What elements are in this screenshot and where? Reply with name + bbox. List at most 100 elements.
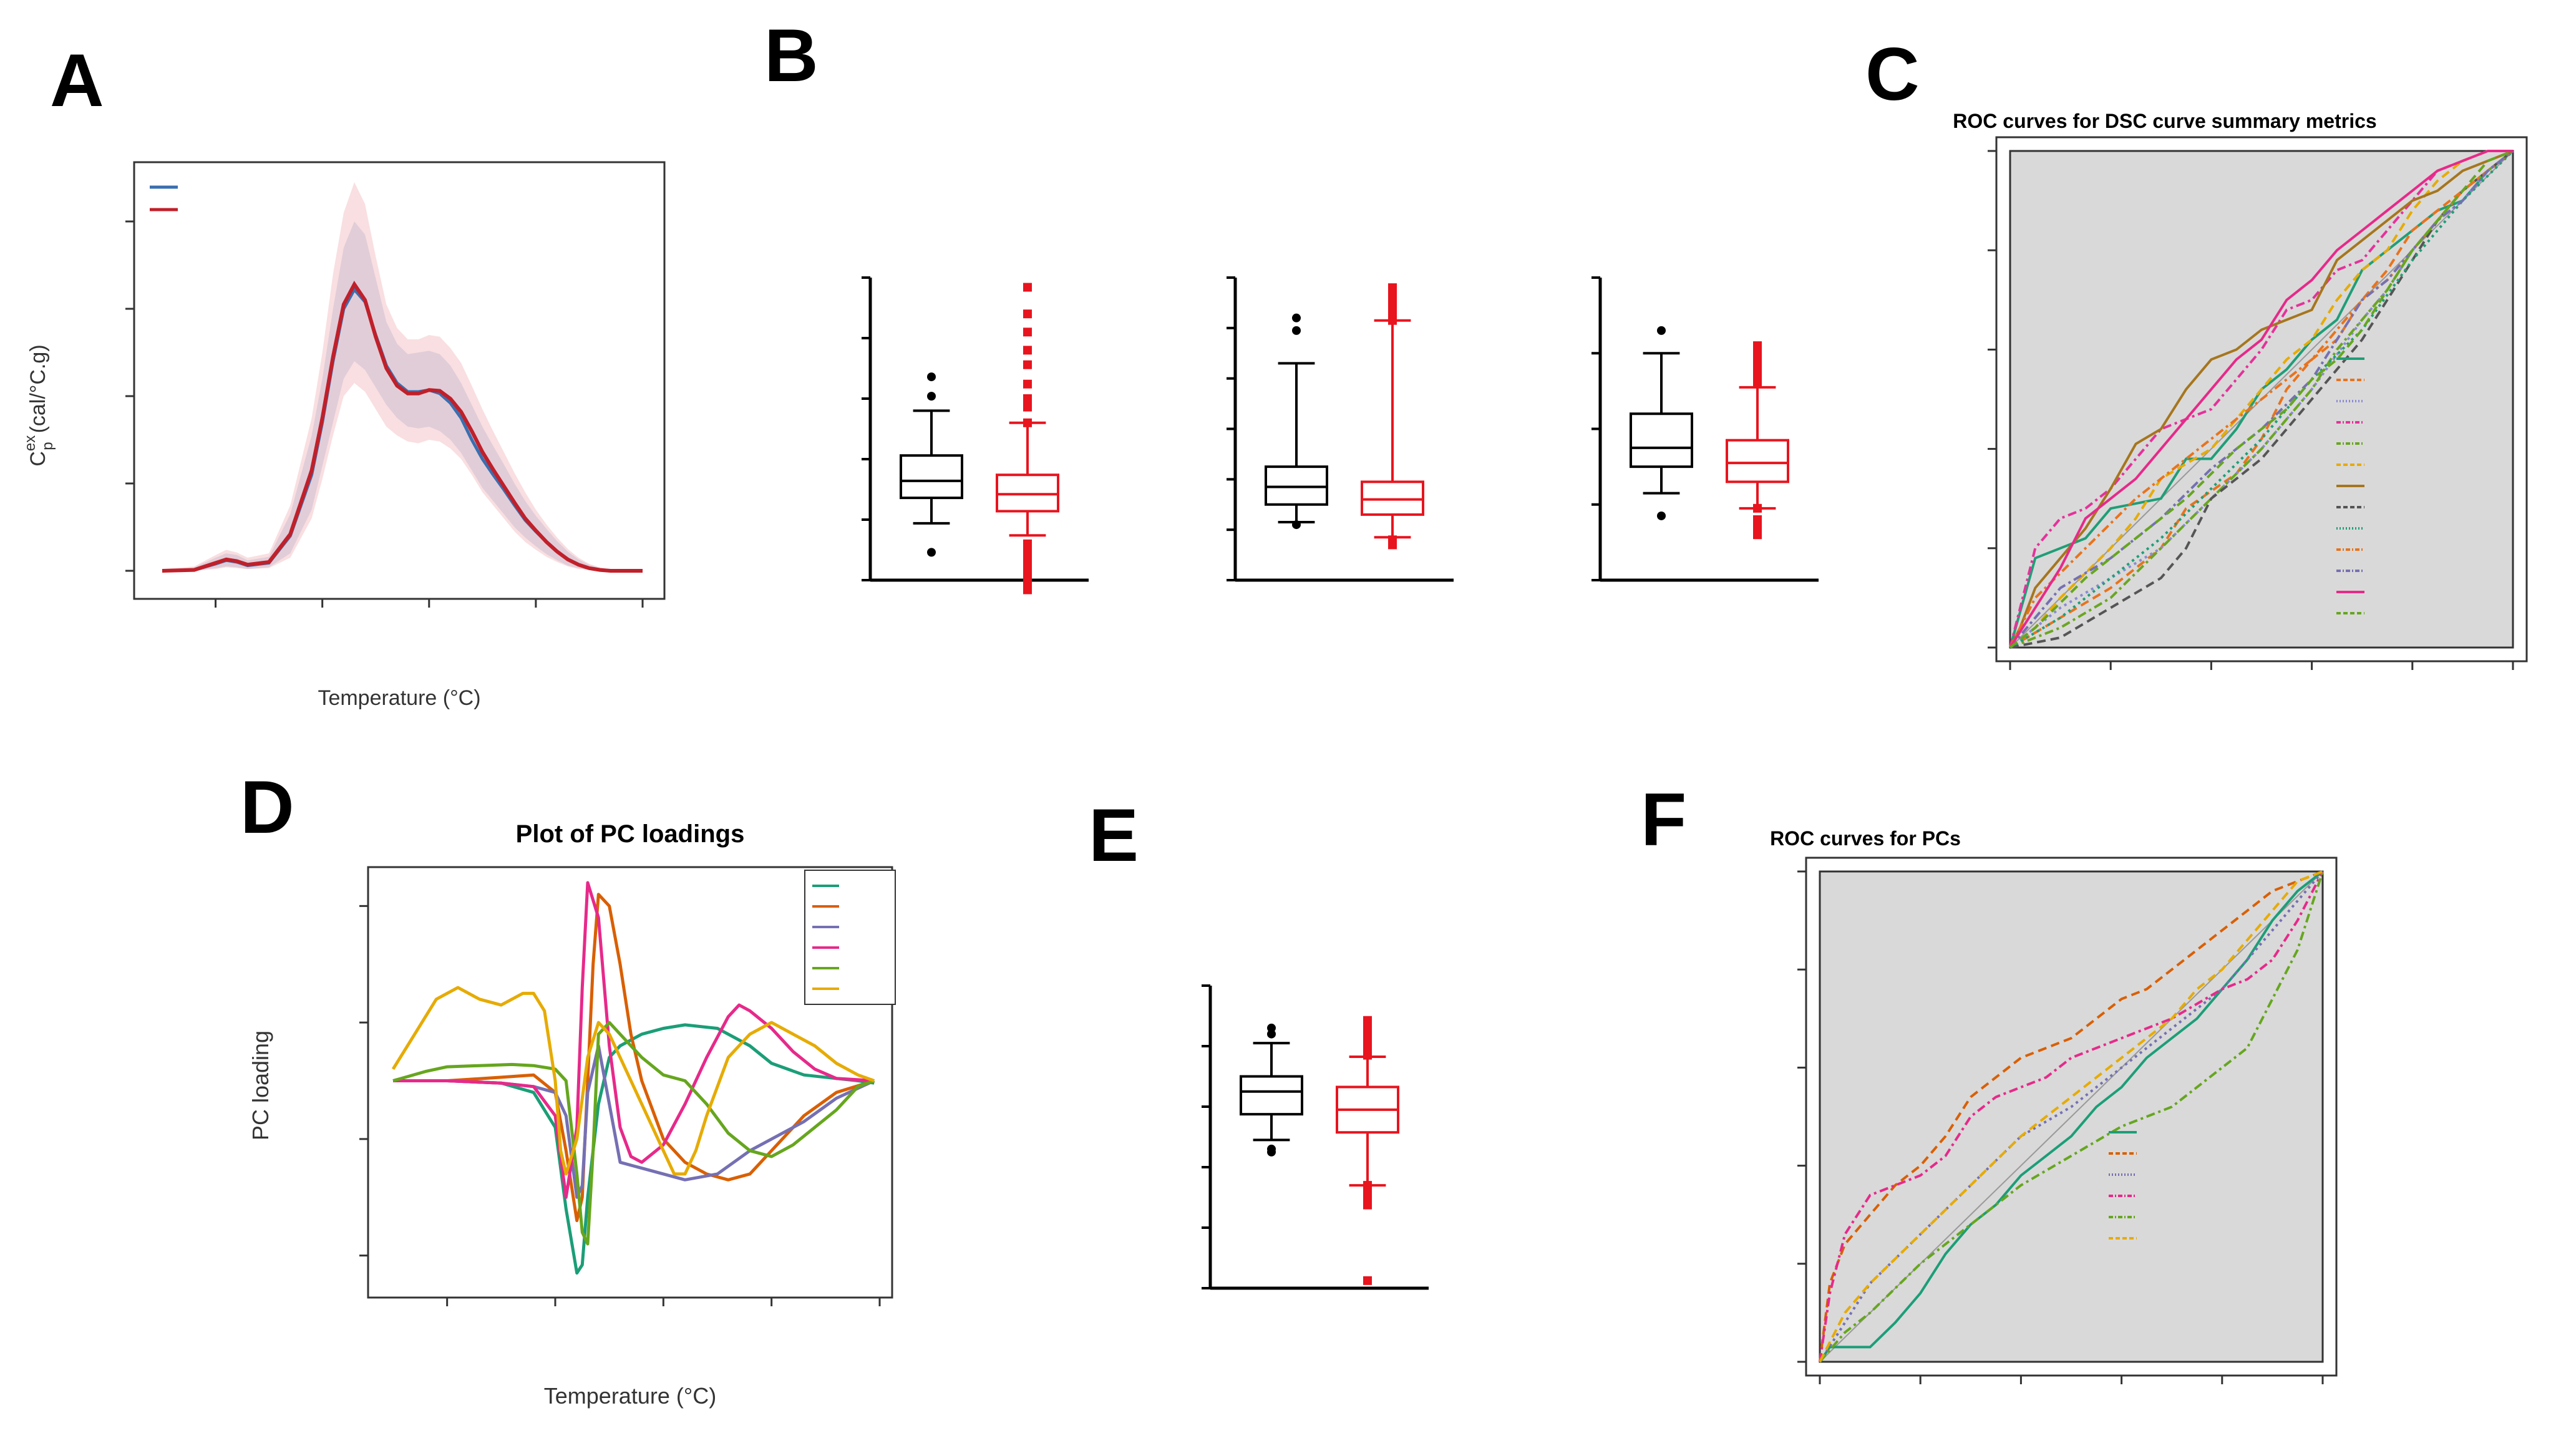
outlier-lc (1753, 341, 1762, 351)
band-lung-cancer (162, 182, 643, 571)
box-ctrl (1630, 412, 1693, 468)
roc-curve-tmax (2009, 150, 2513, 648)
box-plot-3 (1591, 276, 1819, 582)
outlier-lc (1363, 1276, 1372, 1285)
outlier-lc (1388, 316, 1397, 325)
legend-box (804, 870, 896, 1005)
box-ctrl (1240, 1075, 1303, 1116)
panel-d-xlabel: Temperature (°C) (544, 1383, 716, 1409)
outlier-ctrl (1657, 326, 1666, 335)
outlier-lc (1363, 1200, 1372, 1210)
panel-e-box-plot (1202, 984, 1429, 1290)
roc-curve-pc1 (1819, 870, 2324, 1363)
panel-a-ylabel: Cexp(cal/°C.g) (22, 344, 56, 466)
panel-label-f: F (1641, 778, 1686, 861)
roc-curve-width (2009, 150, 2514, 649)
outlier-lc (1388, 535, 1397, 545)
outlier-lc (1023, 328, 1032, 337)
loading-line-pc-5 (392, 1021, 875, 1246)
panel-label-b: B (764, 14, 819, 97)
panel-a-xlabel: Temperature (°C) (318, 686, 480, 710)
outlier-lc (1753, 530, 1762, 540)
panel-a-line-chart: Temperature (°C) Cexp(cal/°C.g) (22, 161, 666, 710)
outlier-lc (1753, 356, 1762, 366)
outlier-ctrl (1292, 520, 1301, 530)
box-ctrl (1265, 465, 1328, 506)
panel-label-c: C (1865, 32, 1920, 116)
roc-curve-tpeak1 (2009, 150, 2513, 649)
outlier-lc (1023, 548, 1032, 557)
band-control (162, 221, 643, 571)
loading-line-pc-6 (391, 986, 875, 1176)
outlier-lc (1753, 349, 1762, 358)
loading-line-pc-1 (393, 1023, 875, 1275)
panel-a-bands (162, 182, 643, 571)
roc-inner-frame (1819, 870, 2324, 1363)
panel-f-roc-chart: ROC curves for PCs (1770, 827, 2338, 1384)
panel-d-legend (804, 870, 896, 1005)
roc-curve-pc3 (1819, 870, 2324, 1363)
outlier-lc (1023, 402, 1032, 412)
outlier-lc (1023, 418, 1032, 427)
panel-d-axes (359, 905, 881, 1306)
box-lc (1361, 480, 1424, 516)
roc-curve-pc4 (1819, 871, 2324, 1362)
panel-d-line-chart: Plot of PC loadings Temperature (°C) PC … (248, 820, 896, 1409)
panel-d-title: Plot of PC loadings (516, 820, 745, 848)
outlier-ctrl (927, 548, 936, 557)
panel-f-title: ROC curves for PCs (1770, 827, 1961, 850)
panel-d-frame (367, 866, 893, 1299)
panel-a-axes (125, 220, 644, 608)
box-plot-1 (862, 276, 1089, 595)
outlier-lc (1023, 360, 1032, 369)
roc-curve-pc5 (1819, 871, 2324, 1363)
box-lc (1726, 439, 1789, 483)
line-lung-cancer (162, 280, 643, 573)
roc-inner-frame (2009, 150, 2514, 649)
outlier-lc (1753, 371, 1762, 381)
outlier-lc (1753, 515, 1762, 524)
loading-line-pc-3 (393, 1044, 875, 1199)
roc-curve-peak2 (2009, 150, 2513, 649)
outlier-lc (1363, 1016, 1372, 1025)
outlier-ctrl (927, 392, 936, 401)
panel-a-lines (162, 280, 643, 573)
roc-curve-peak1 (2009, 150, 2514, 649)
outlier-lc (1023, 283, 1032, 292)
panel-a-frame (133, 161, 666, 600)
loading-line-pc-4 (393, 881, 875, 1199)
panel-d-lines (391, 881, 875, 1275)
outlier-lc (1363, 1193, 1372, 1202)
panel-c-roc-chart: ROC curves for DSC curve summary metrics (1953, 110, 2528, 670)
panel-a-legend (150, 185, 178, 211)
box-plot-2 (1227, 276, 1454, 582)
panel-d-ylabel: PC loading (248, 1031, 273, 1140)
outlier-ctrl (927, 372, 936, 382)
panel-label-e: E (1089, 794, 1139, 877)
outlier-lc (1753, 379, 1762, 388)
panel-label-a: A (50, 39, 104, 122)
panel-label-d: D (240, 765, 294, 849)
box-ctrl (900, 454, 963, 500)
outlier-lc (1023, 555, 1032, 565)
outlier-lc (1753, 364, 1762, 373)
roc-curve-peak-1-3 (2009, 150, 2514, 649)
roc-curve-pc6 (1819, 870, 2323, 1362)
outlier-ctrl (1292, 326, 1301, 335)
outlier-lc (1023, 539, 1032, 548)
outlier-lc (1363, 1181, 1372, 1190)
outlier-lc (1023, 379, 1032, 389)
outlier-lc (1023, 394, 1032, 403)
roc-curve-pc2 (1819, 870, 2323, 1362)
outlier-lc (1388, 283, 1397, 293)
outlier-ctrl (1267, 1029, 1276, 1039)
outlier-ctrl (1292, 313, 1301, 323)
loading-line-pc-2 (393, 893, 875, 1223)
outlier-lc (1753, 523, 1762, 532)
panel-c-title: ROC curves for DSC curve summary metrics (1953, 110, 2376, 132)
outlier-ctrl (1267, 1023, 1276, 1032)
outlier-lc (1023, 309, 1032, 319)
outlier-lc (1753, 503, 1762, 513)
outlier-ctrl (1657, 511, 1666, 520)
